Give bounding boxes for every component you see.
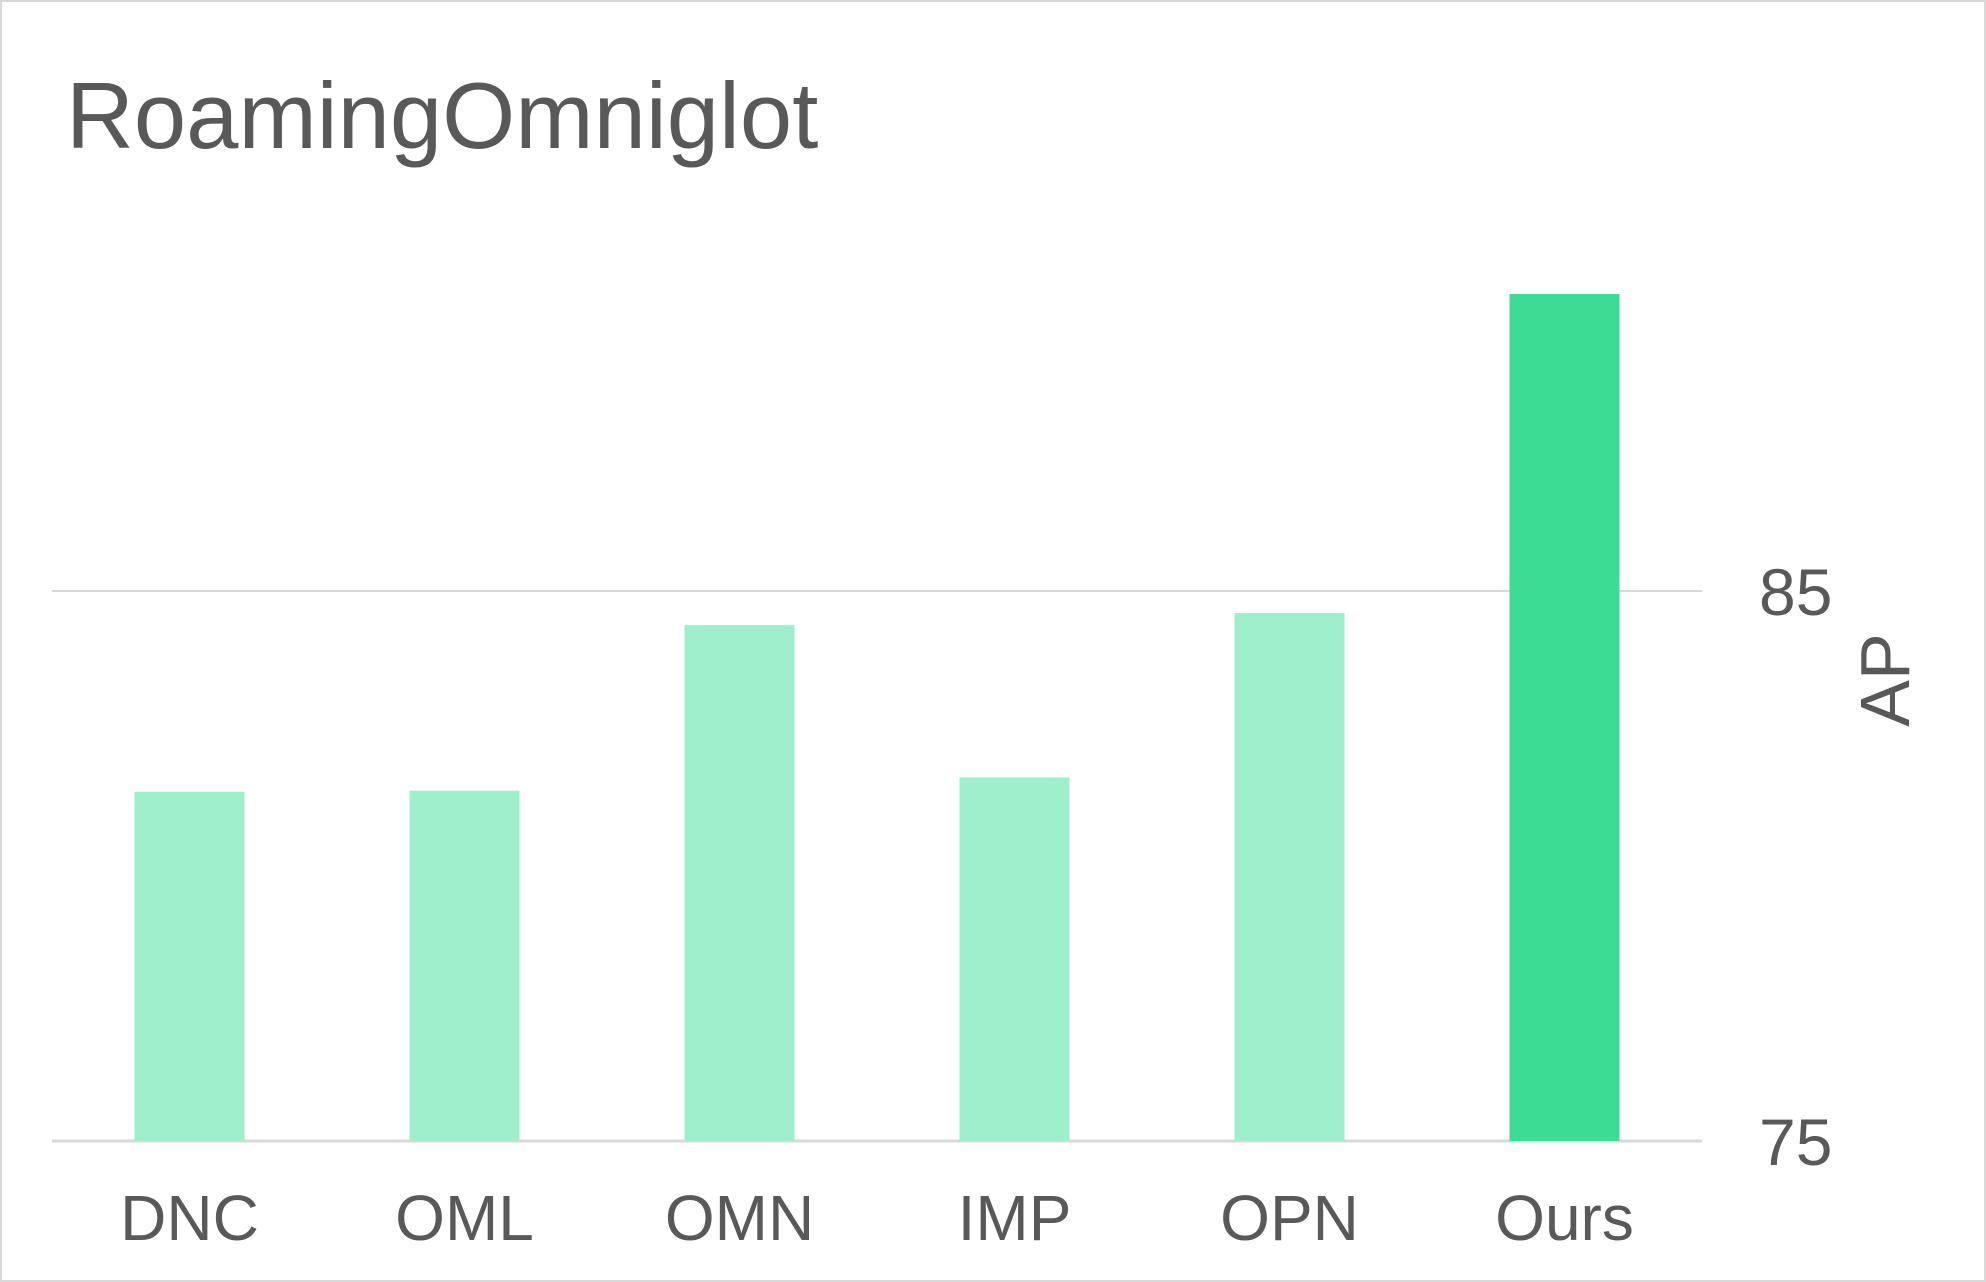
category-label-omn: OMN (665, 1182, 814, 1254)
y-tick-label: 85 (1759, 555, 1832, 629)
bars (134, 294, 1620, 1141)
category-label-dnc: DNC (120, 1182, 259, 1254)
gridlines (52, 590, 1702, 1143)
bar-ours (1509, 294, 1620, 1141)
bar-dnc (134, 791, 245, 1141)
category-label-ours: Ours (1495, 1182, 1634, 1254)
bar-omn (684, 625, 795, 1141)
category-label-oml: OML (395, 1182, 534, 1254)
y-axis-label: AP (1846, 633, 1924, 726)
y-tick-labels: 75 85 (1759, 555, 1832, 1179)
category-label-opn: OPN (1220, 1182, 1359, 1254)
bar-opn (1234, 613, 1345, 1141)
bar-imp (959, 777, 1070, 1141)
chart-title: RoamingOmniglot (66, 63, 818, 168)
y-tick-label: 75 (1759, 1105, 1832, 1179)
category-labels: DNC OML OMN IMP OPN Ours (120, 1182, 1634, 1254)
bar-oml (409, 790, 520, 1141)
category-label-imp: IMP (958, 1182, 1072, 1254)
